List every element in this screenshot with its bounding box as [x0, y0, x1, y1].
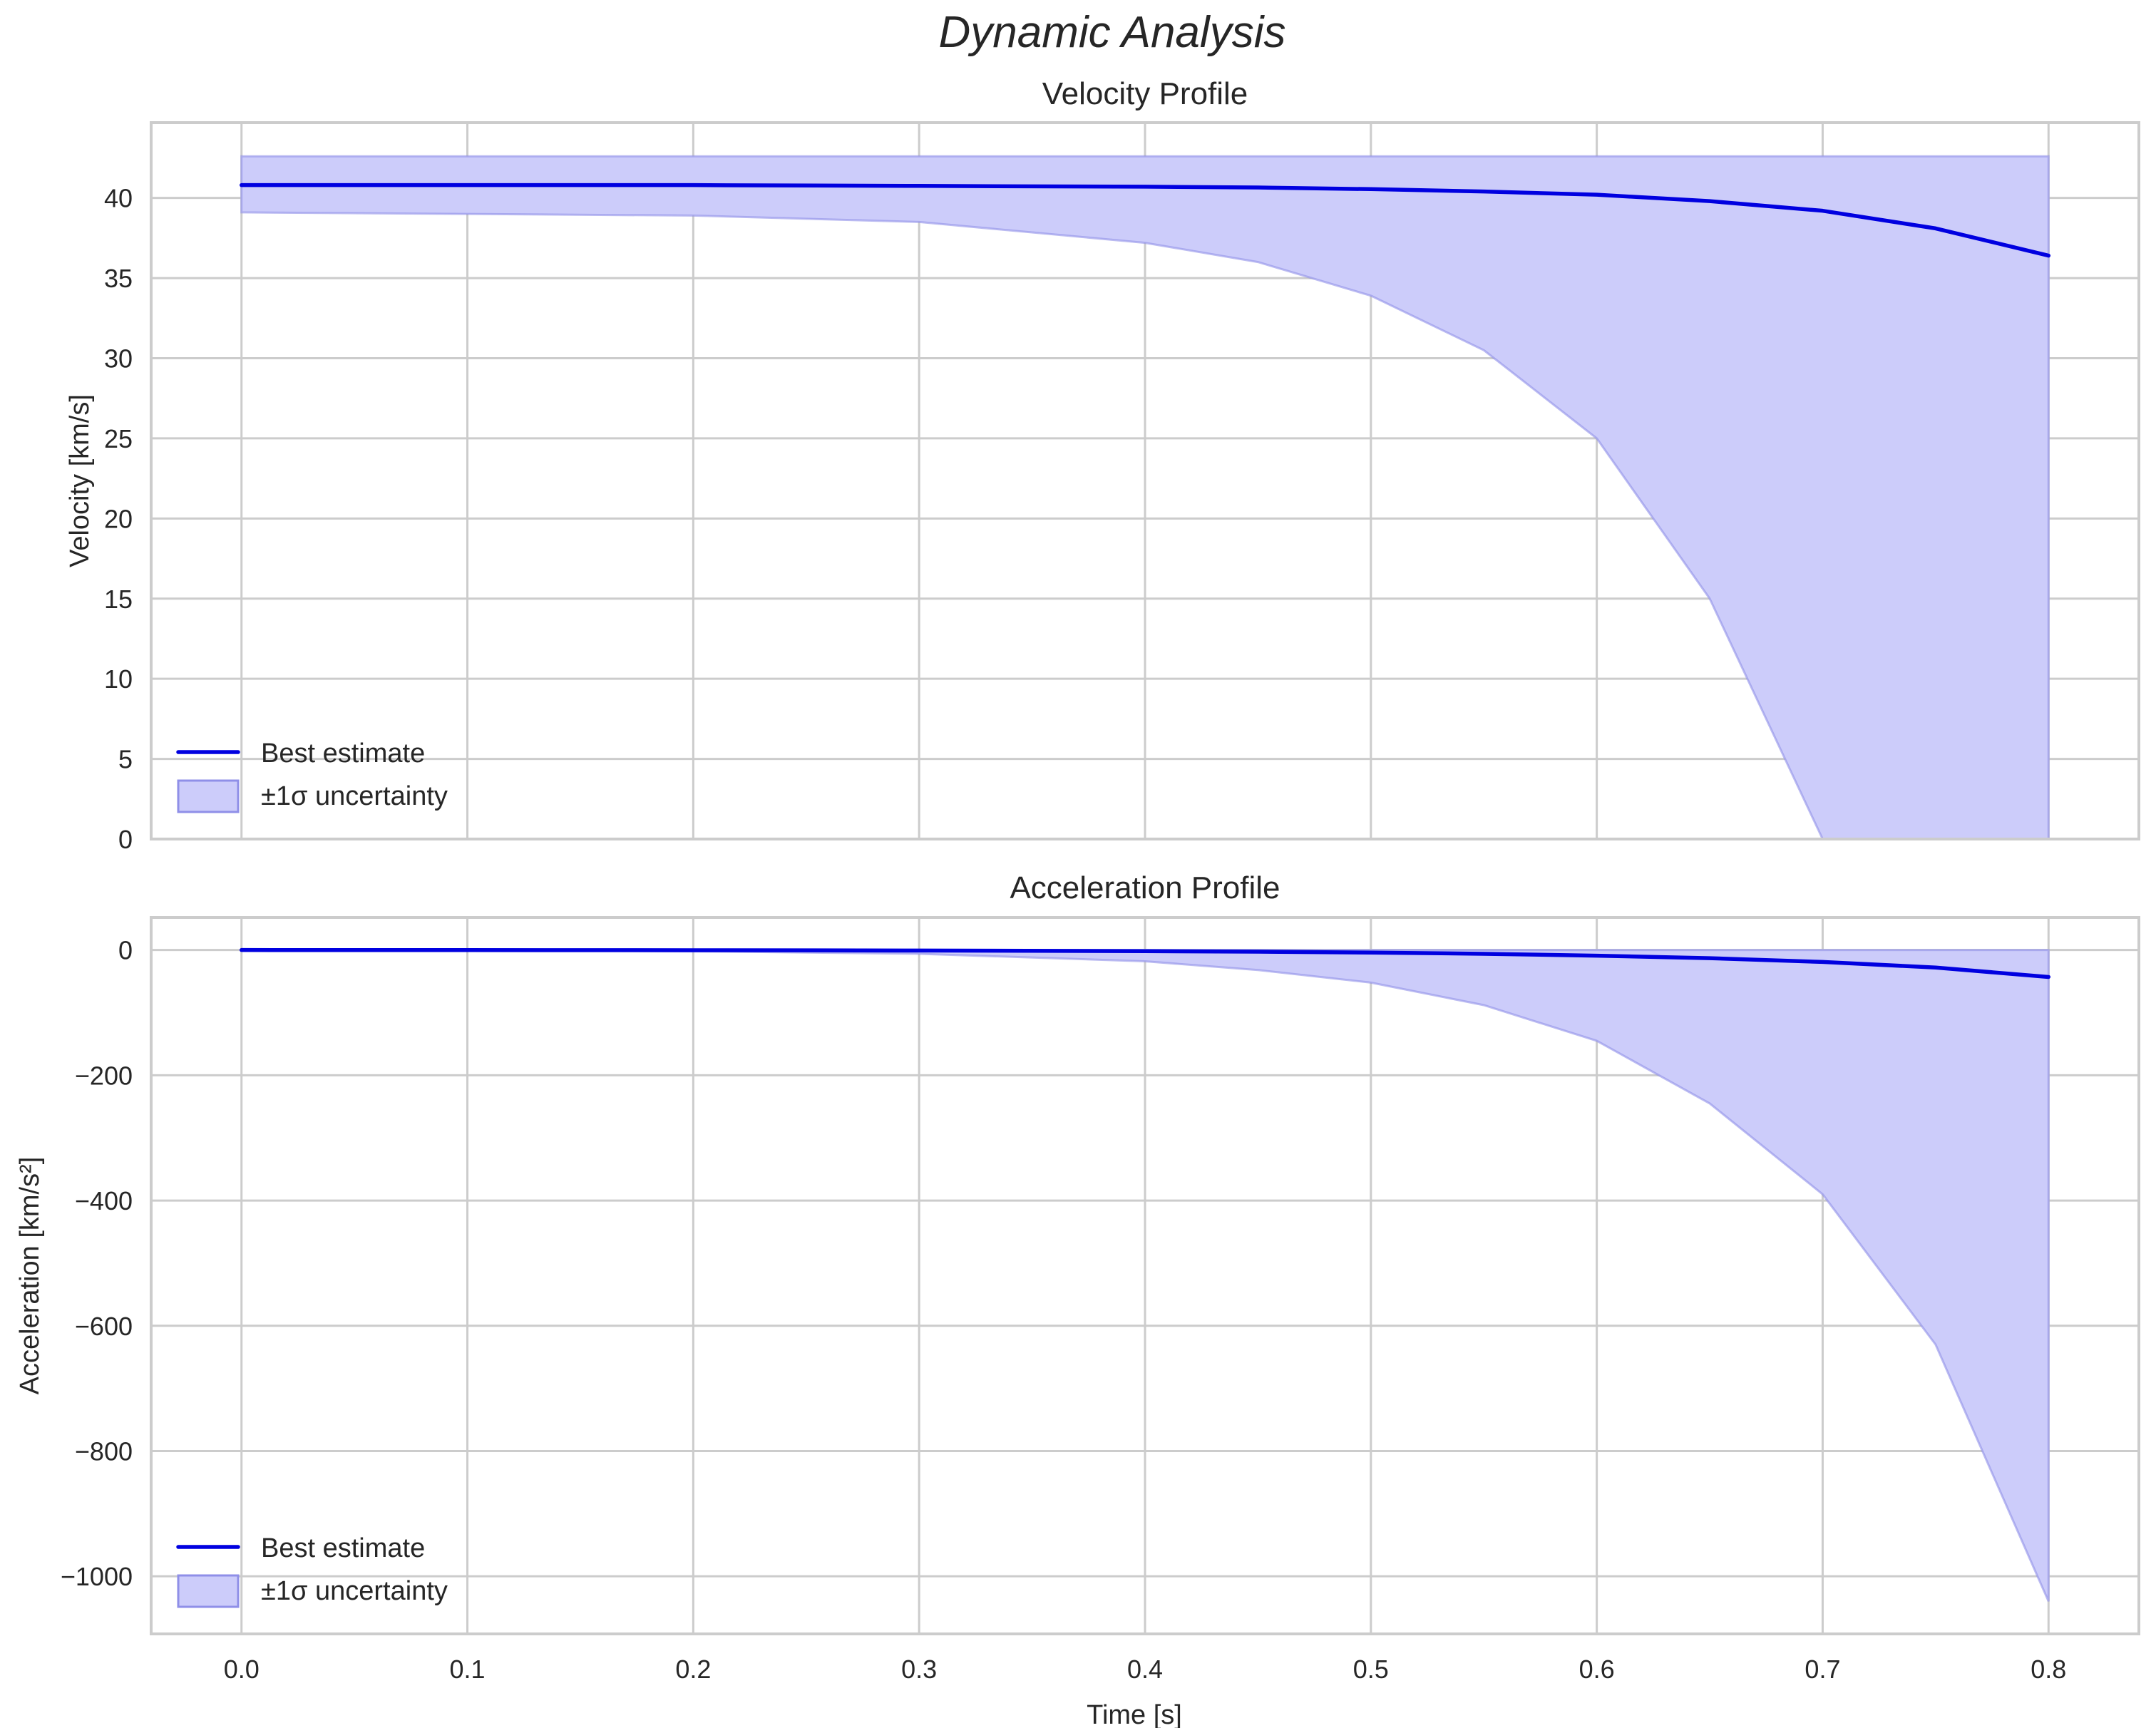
x-tick-label: 0.2 — [675, 1655, 711, 1684]
y-tick-label: 0 — [118, 936, 133, 965]
y-axis-label: Velocity [km/s] — [65, 394, 95, 567]
x-tick-label: 0.1 — [450, 1655, 486, 1684]
legend-label-band: ±1σ uncertainty — [261, 1576, 448, 1606]
panel-title: Acceleration Profile — [1010, 870, 1280, 905]
y-tick-label: −1000 — [61, 1562, 133, 1591]
y-tick-label: 35 — [104, 264, 133, 293]
legend: Best estimate ±1σ uncertainty — [176, 1533, 448, 1608]
velocity-panel: Velocity Profile 0 5 10 15 20 25 30 35 40 Velocity… — [65, 76, 2140, 854]
y-axis-label: Acceleration [km/s²] — [15, 1157, 45, 1395]
x-tick-label: 0.3 — [901, 1655, 937, 1684]
x-tick-label: 0.6 — [1579, 1655, 1615, 1684]
axes-frame — [150, 916, 2140, 1635]
x-tick-label: 0.5 — [1353, 1655, 1389, 1684]
best-estimate-line — [239, 947, 2051, 979]
y-tick-label: −800 — [75, 1436, 133, 1466]
x-tick-label: 0.8 — [2031, 1655, 2066, 1684]
y-tick-label: 0 — [118, 825, 133, 854]
figure-title: Dynamic Analysis — [939, 8, 1286, 57]
y-tick-label: 30 — [104, 344, 133, 374]
legend: Best estimate ±1σ uncertainty — [176, 739, 448, 813]
y-tick-label: 25 — [104, 424, 133, 453]
legend-band-swatch — [177, 1574, 240, 1608]
legend-label-line: Best estimate — [261, 1533, 425, 1563]
y-tick-label: 5 — [118, 745, 133, 774]
y-tick-label: 20 — [104, 504, 133, 533]
y-tick-label: −600 — [75, 1312, 133, 1341]
legend-band-swatch — [177, 779, 240, 813]
axes-frame — [150, 121, 2140, 840]
legend-label-band: ±1σ uncertainty — [261, 781, 448, 811]
panel-title: Velocity Profile — [1042, 76, 1248, 111]
legend-label-line: Best estimate — [261, 739, 425, 768]
x-axis-label: Time [s] — [1087, 1700, 1182, 1728]
x-tick-label: 0.7 — [1805, 1655, 1840, 1684]
y-tick-label: −400 — [75, 1186, 133, 1215]
y-tick-label: 15 — [104, 585, 133, 614]
y-tick-label: 10 — [104, 664, 133, 694]
x-tick-label: 0.0 — [224, 1655, 260, 1684]
acceleration-panel: Acceleration Profile 0.0 0.1 0.2 0.3 0.4 0.5 0.… — [15, 870, 2140, 1728]
y-tick-label: 40 — [104, 184, 133, 213]
y-tick-label: −200 — [75, 1061, 133, 1090]
best-estimate-line — [239, 182, 2051, 258]
x-tick-label: 0.4 — [1127, 1655, 1163, 1684]
